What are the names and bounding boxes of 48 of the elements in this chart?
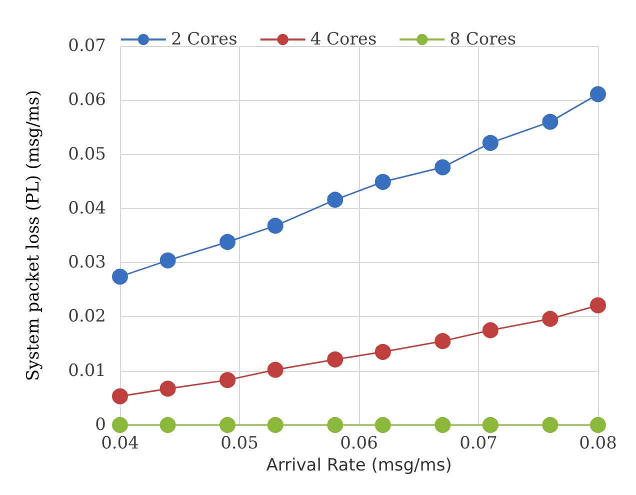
point <box>267 362 284 378</box>
legend-label: 8 Cores <box>450 30 516 50</box>
point <box>327 192 344 208</box>
point <box>482 134 498 151</box>
point <box>112 417 128 433</box>
point <box>160 380 176 397</box>
x-axis-title: Arrival Rate (msg/ms) <box>266 455 452 476</box>
legend-label: 4 Cores <box>310 30 377 50</box>
y-tick-label: 0 <box>95 415 106 435</box>
point <box>267 218 284 234</box>
x-tick-label: 0.07 <box>460 434 498 454</box>
y-tick-label: 0.05 <box>68 144 106 164</box>
y-tick-label: 0.04 <box>68 198 106 218</box>
point <box>267 417 284 433</box>
legend-label: 2 Cores <box>170 30 238 50</box>
point <box>160 252 176 268</box>
point <box>590 297 606 314</box>
point <box>590 86 606 102</box>
point <box>327 351 344 368</box>
point <box>482 417 498 433</box>
y-tick-label: 0.07 <box>68 36 106 56</box>
point <box>482 322 498 338</box>
point <box>590 417 606 433</box>
x-tick-label: 0.05 <box>220 434 258 454</box>
x-tick-label: 0.06 <box>340 434 378 454</box>
point <box>374 417 391 433</box>
point <box>220 372 236 388</box>
point <box>434 159 451 176</box>
point <box>434 417 451 433</box>
x-tick-label: 0.08 <box>579 434 617 454</box>
y-tick-label: 0.01 <box>68 360 106 381</box>
point <box>327 417 344 433</box>
point <box>542 114 558 130</box>
point <box>160 417 176 433</box>
point <box>220 417 236 433</box>
point <box>374 344 391 360</box>
y-tick-label: 0.06 <box>68 90 106 110</box>
y-tick-label: 0.03 <box>68 252 106 273</box>
point <box>542 310 558 327</box>
point <box>112 268 128 285</box>
point <box>542 417 558 433</box>
point <box>374 174 391 190</box>
point <box>434 333 451 350</box>
point <box>220 234 236 250</box>
y-tick-label: 0.02 <box>68 306 106 327</box>
y-axis-title: System packet loss (PL) (msg/ms) <box>24 90 44 382</box>
x-tick-label: 0.04 <box>101 434 139 454</box>
point <box>112 388 128 404</box>
